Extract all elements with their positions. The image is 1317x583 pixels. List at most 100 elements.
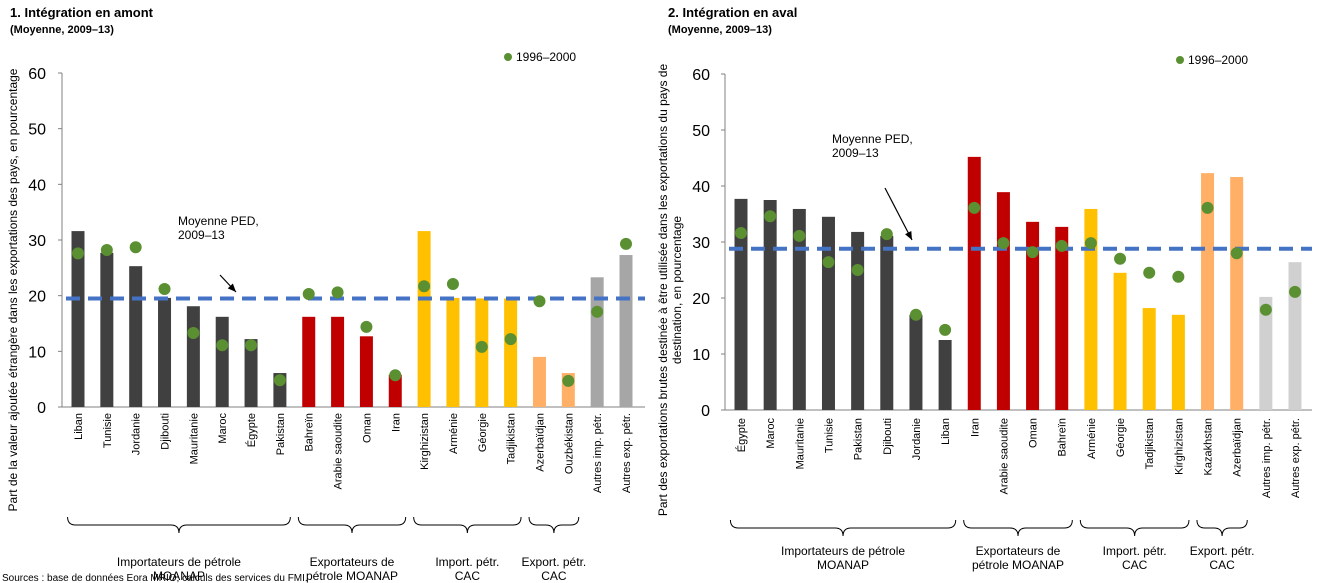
dot	[72, 247, 84, 260]
y-tick-label: 20	[692, 291, 710, 308]
group-brace	[67, 516, 291, 534]
bar	[446, 297, 460, 407]
x-tick-label: Tunisie	[823, 418, 835, 453]
dot	[764, 210, 777, 223]
x-tick-label: Tunisie	[102, 413, 114, 448]
dot	[389, 369, 402, 382]
dot	[1259, 303, 1272, 316]
dot	[793, 229, 806, 242]
y-tick-label: 10	[692, 347, 710, 364]
dot	[620, 237, 632, 250]
dot	[1230, 247, 1243, 260]
bar	[1055, 226, 1069, 410]
bar	[1288, 262, 1302, 410]
group-brace	[1196, 519, 1248, 537]
y-tick-label: 0	[701, 403, 710, 420]
group-label: pétrole MOANAP	[306, 569, 398, 583]
x-tick-label: Arabie saoudite	[333, 413, 345, 489]
dot	[331, 286, 344, 299]
group-label: MOANAP	[153, 569, 205, 583]
chart-title: 2. Intégration en aval	[668, 5, 797, 20]
group-brace	[729, 519, 957, 537]
group-brace	[1079, 519, 1190, 537]
x-tick-label: Maroc	[217, 413, 229, 444]
group-label: Export. pétr.	[522, 555, 587, 569]
x-tick-label: Géorgie	[477, 413, 489, 452]
bar	[792, 208, 806, 410]
y-tick-label: 10	[28, 344, 46, 361]
x-tick-label: Bahreïn	[304, 413, 316, 452]
dot	[504, 333, 517, 346]
arrow-head	[227, 283, 236, 292]
dot	[1201, 201, 1214, 214]
chart-subtitle: (Moyenne, 2009–13)	[10, 24, 114, 36]
x-tick-label: Jordanie	[911, 418, 923, 460]
x-tick-label: Autres exp. pétr.	[621, 413, 633, 493]
annotation: Moyenne PED,	[832, 132, 913, 146]
group-brace	[297, 516, 407, 534]
bar	[619, 255, 633, 407]
bar	[331, 316, 345, 407]
x-tick-label: Pakistan	[275, 413, 287, 455]
chart-title: 1. Intégration en amont	[10, 5, 154, 20]
bar	[1171, 314, 1185, 410]
x-tick-label: Jordanie	[131, 413, 143, 455]
dot	[158, 282, 171, 295]
y-tick-label: 50	[692, 123, 710, 140]
x-tick-label: Kirghizistan	[419, 413, 431, 470]
bar	[1201, 173, 1215, 410]
y-tick-label: 40	[28, 177, 46, 194]
group-label: Import. pétr.	[1103, 544, 1167, 558]
bar	[186, 306, 200, 407]
dot	[446, 277, 459, 290]
bar	[158, 297, 172, 407]
dot	[1143, 266, 1156, 279]
bar	[938, 340, 952, 410]
legend-marker	[1176, 56, 1184, 64]
y-tick-label: 30	[28, 233, 46, 250]
bar	[763, 200, 777, 410]
y-tick-label: 60	[692, 67, 710, 84]
dot	[273, 374, 286, 387]
dot	[1172, 270, 1185, 283]
dot	[822, 256, 835, 269]
x-tick-label: Iran	[390, 413, 402, 432]
x-tick-label: Bahreïn	[1057, 418, 1069, 457]
bar	[504, 298, 518, 407]
y-axis-label: Part de la valeur ajoutée étrangère dans…	[6, 68, 20, 511]
chart-subtitle: (Moyenne, 2009–13)	[668, 24, 772, 36]
bar	[967, 156, 981, 410]
dot	[1084, 237, 1097, 250]
bar	[1142, 308, 1156, 410]
bar	[100, 252, 114, 407]
group-brace	[528, 516, 580, 534]
annotation: 2009–13	[832, 146, 879, 160]
bar	[71, 231, 85, 407]
bar	[880, 235, 894, 410]
x-tick-label: Oman	[1028, 418, 1040, 448]
dot	[591, 305, 604, 318]
group-label: CAC	[455, 569, 481, 583]
x-tick-label: Kazakhstan	[1203, 418, 1215, 475]
y-tick-label: 60	[28, 66, 46, 83]
dot	[968, 201, 981, 214]
arrow-head	[905, 231, 912, 240]
x-tick-label: Djibouti	[160, 413, 172, 450]
annotation: 2009–13	[178, 228, 225, 242]
x-tick-label: Autres exp. pétr.	[1290, 418, 1302, 498]
x-tick-label: Autres imp. pétr.	[592, 413, 604, 493]
bar	[244, 339, 258, 407]
x-tick-label: Oman	[361, 413, 373, 443]
x-tick-label: Arabie saoudite	[998, 418, 1010, 494]
legend-marker	[504, 53, 512, 61]
x-tick-label: Arménie	[448, 413, 460, 454]
dot	[533, 295, 546, 308]
x-tick-label: Égypte	[245, 413, 258, 447]
x-tick-label: Mauritanie	[188, 413, 200, 464]
bar	[129, 266, 143, 407]
y-tick-label: 0	[37, 400, 46, 417]
x-tick-label: Iran	[969, 418, 981, 437]
group-brace	[963, 519, 1073, 537]
group-label: Export. pétr.	[1190, 544, 1255, 558]
